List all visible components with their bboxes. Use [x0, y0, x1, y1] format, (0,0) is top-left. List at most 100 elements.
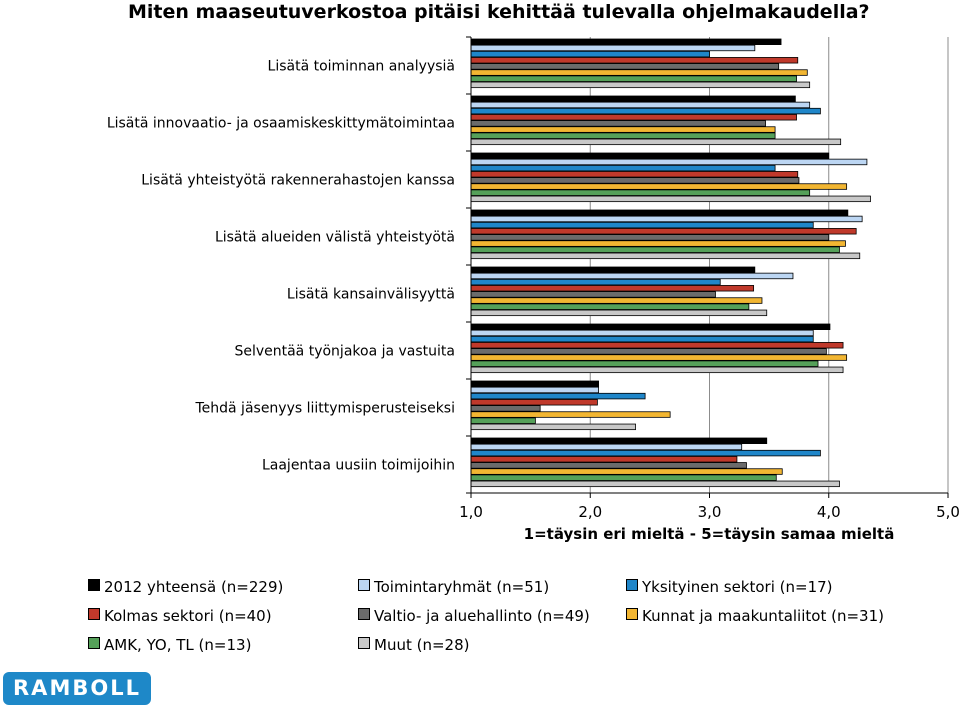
- bar: [470, 126, 776, 133]
- legend-item: Yksityinen sektori (n=17): [626, 577, 833, 597]
- bar: [470, 63, 780, 70]
- bar: [470, 392, 646, 400]
- ramboll-logo: RAMBOLL: [3, 672, 151, 705]
- bar: [470, 69, 808, 76]
- category-label: Lisätä alueiden välistä yhteistyötä: [215, 230, 455, 246]
- bar-chart: 1,0 2,0 3,0 4,0 5,0 Lisätä toiminnan analyysi…: [107, 36, 960, 543]
- logo-text: RAMBOLL: [13, 676, 141, 700]
- x-tick-label: 2,0: [578, 503, 602, 521]
- legend-swatch: [626, 579, 638, 591]
- bar: [470, 480, 840, 488]
- bar: [470, 399, 598, 406]
- bar: [470, 221, 814, 229]
- legend-swatch: [358, 637, 370, 649]
- bar: [470, 380, 599, 387]
- bar: [470, 246, 840, 253]
- bar: [470, 132, 776, 139]
- legend-label: Muut (n=28): [374, 636, 470, 654]
- bar: [470, 44, 756, 52]
- bar: [470, 348, 827, 355]
- bar: [470, 462, 747, 469]
- bar: [470, 443, 743, 451]
- bar: [470, 120, 766, 127]
- bar: [470, 342, 844, 349]
- chart-title: Miten maaseutuverkostoa pitäisi kehittää…: [128, 1, 870, 23]
- bar: [470, 114, 797, 121]
- bar: [470, 285, 755, 292]
- bar: [470, 164, 776, 172]
- legend-label: Kunnat ja maakuntaliitot (n=31): [642, 607, 884, 625]
- legend-label: 2012 yhteensä (n=229): [104, 578, 284, 596]
- x-axis-title: 1=täysin eri mieltä - 5=täysin samaa mie…: [524, 525, 895, 543]
- bar: [470, 449, 821, 457]
- bar: [470, 215, 863, 223]
- bar: [470, 386, 599, 394]
- x-tick-label: 4,0: [817, 503, 841, 521]
- bar: [470, 417, 536, 424]
- legend-item: Muut (n=28): [358, 635, 469, 655]
- bar: [470, 437, 768, 444]
- bar: [470, 101, 811, 109]
- bar: [470, 158, 868, 166]
- legend-label: AMK, YO, TL (n=13): [104, 636, 252, 654]
- category-label: Lisätä yhteistyötä rakennerahastojen kan…: [141, 173, 455, 189]
- bar: [470, 405, 541, 412]
- bar: [470, 107, 821, 115]
- legend-item: AMK, YO, TL (n=13): [88, 635, 251, 655]
- bar: [470, 456, 738, 463]
- bar: [470, 278, 721, 286]
- x-tick-label: 1,0: [459, 503, 483, 521]
- bar: [470, 291, 716, 298]
- bar: [470, 171, 799, 178]
- bar: [470, 423, 636, 431]
- bar: [470, 209, 849, 216]
- bar: [470, 252, 861, 260]
- legend-swatch: [88, 608, 100, 620]
- bar: [470, 138, 842, 146]
- bar: [470, 50, 710, 58]
- category-label: Tehdä jäsenyys liittymisperusteiseksi: [194, 401, 455, 417]
- category-label: Lisätä innovaatio- ja osaamiskeskittymät…: [107, 116, 455, 132]
- x-tick-label: 3,0: [698, 503, 722, 521]
- category-label: Lisätä kansainvälisyyttä: [287, 287, 455, 303]
- bar: [470, 354, 848, 361]
- bar: [470, 152, 830, 159]
- legend-item: Kunnat ja maakuntaliitot (n=31): [626, 606, 884, 626]
- bar: [470, 75, 797, 82]
- legend-swatch: [88, 637, 100, 649]
- bar: [470, 468, 783, 475]
- bar: [470, 240, 846, 247]
- legend-label: Yksityinen sektori (n=17): [642, 578, 833, 596]
- legend-item: Kolmas sektori (n=40): [88, 606, 272, 626]
- legend-label: Kolmas sektori (n=40): [104, 607, 272, 625]
- legend-swatch: [626, 608, 638, 620]
- legend-swatch: [88, 579, 100, 591]
- legend-item: Toimintaryhmät (n=51): [358, 577, 549, 597]
- legend-item: Valtio- ja aluehallinto (n=49): [358, 606, 590, 626]
- bar: [470, 474, 777, 481]
- bar: [470, 366, 844, 374]
- bar: [470, 411, 671, 418]
- legend-swatch: [358, 608, 370, 620]
- bar: [470, 329, 814, 337]
- bar: [470, 360, 819, 367]
- category-label: Lisätä toiminnan analyysiä: [268, 59, 455, 75]
- bar: [470, 335, 814, 343]
- bar: [470, 177, 800, 184]
- bar: [470, 266, 756, 273]
- bar: [470, 303, 750, 310]
- bar: [470, 309, 768, 317]
- bar: [470, 323, 831, 330]
- legend-label: Toimintaryhmät (n=51): [374, 578, 550, 596]
- bar: [470, 297, 763, 304]
- bar: [470, 57, 799, 64]
- bar: [470, 81, 811, 89]
- bar: [470, 228, 857, 235]
- bar: [470, 234, 830, 241]
- bar: [470, 189, 811, 196]
- legend-label: Valtio- ja aluehallinto (n=49): [374, 607, 590, 625]
- category-label: Laajentaa uusiin toimijoihin: [262, 458, 455, 474]
- x-tick-label: 5,0: [936, 503, 960, 521]
- legend-swatch: [358, 579, 370, 591]
- bar: [470, 183, 848, 190]
